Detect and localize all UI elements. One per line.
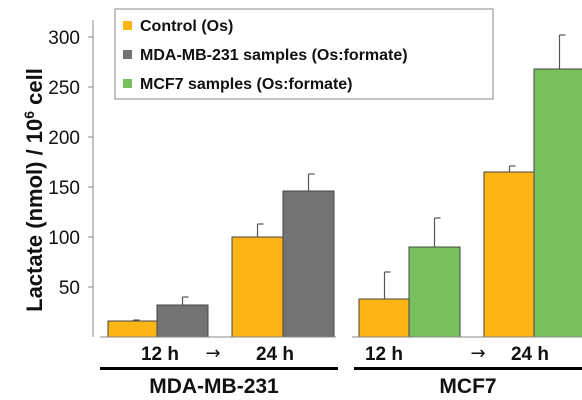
- bar-mda-mb-231-12h-control: [107, 320, 160, 338]
- y-tick-label: 150: [48, 178, 80, 199]
- bar-mcf7-12h-sample: [408, 246, 461, 338]
- legend-swatch: [123, 21, 132, 30]
- y-tick-label: 200: [48, 128, 80, 149]
- time-label: 12 h: [365, 344, 403, 365]
- legend-label: Control (Os): [140, 18, 233, 35]
- y-axis-label-exponent: 6: [21, 111, 37, 119]
- y-tick-label: 50: [59, 278, 80, 299]
- time-label: 24 h: [256, 344, 294, 365]
- bar-mcf7-24h-sample: [533, 68, 582, 338]
- legend-label: MCF7 samples (Os:formate): [140, 76, 353, 93]
- group-underline: [100, 367, 338, 370]
- bar-mcf7-12h-control: [358, 298, 411, 338]
- bar-mcf7-24h-control: [483, 171, 536, 338]
- time-label: 24 h: [511, 344, 549, 365]
- y-axis-label: Lactate (nmol) / 106 cell: [21, 68, 47, 312]
- y-axis-label-tail: cell: [22, 68, 47, 111]
- legend-swatch: [123, 50, 132, 59]
- x-labels-layer: 12 h 24 h → MDA-MB-231 12 h 24 h → MCF7: [100, 343, 582, 398]
- bars-layer: [100, 34, 582, 338]
- bar-mda-mb-231-24h-control: [231, 236, 284, 338]
- y-axis: 50 100 150 200 250 300: [48, 20, 94, 337]
- y-tick-label: 100: [48, 228, 80, 249]
- group-underline: [354, 367, 582, 370]
- y-axis-label-main: Lactate (nmol) / 10: [22, 119, 47, 312]
- bar-mda-mb-231-24h-sample: [282, 190, 335, 338]
- y-tick-label: 250: [48, 78, 80, 99]
- group-label: MCF7: [439, 375, 496, 398]
- legend-label: MDA-MB-231 samples (Os:formate): [140, 47, 408, 64]
- legend: Control (Os) MDA-MB-231 samples (Os:forma…: [114, 8, 494, 100]
- time-arrow: →: [470, 343, 485, 364]
- legend-swatch: [123, 79, 132, 88]
- bar-mda-mb-231-12h-sample: [156, 304, 209, 338]
- time-label: 12 h: [141, 344, 179, 365]
- y-tick-label: 300: [48, 28, 80, 49]
- legend-box: [114, 8, 494, 100]
- group-label: MDA-MB-231: [149, 375, 279, 398]
- time-arrow: →: [205, 343, 220, 364]
